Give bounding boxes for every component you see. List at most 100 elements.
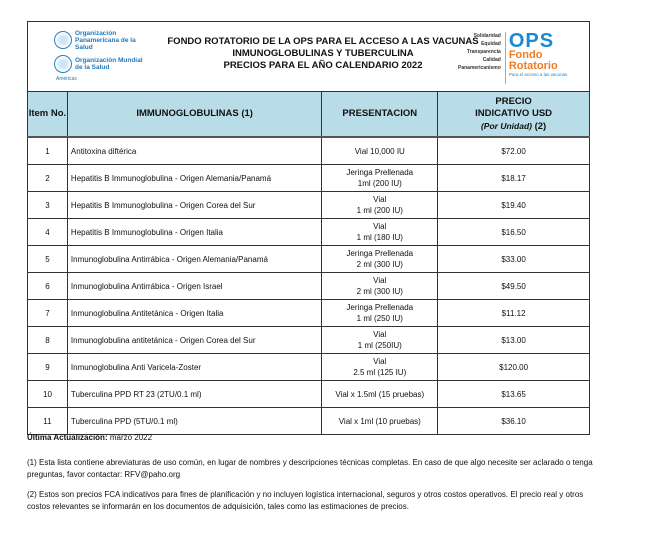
presentation-line: Vial [373, 195, 387, 204]
price-header: PRECIO INDICATIVO USD [475, 95, 553, 119]
table-row: 6 Inmunoglobulina Antirrábica - Origen I… [27, 272, 590, 300]
presentation-line: 1 ml (250 IU) [356, 314, 403, 323]
updated-label: Última Actualización: [27, 433, 108, 442]
title-line: INMUNOGLOBULINAS Y TUBERCULINA [232, 48, 414, 59]
value-text: Transparencia [466, 49, 501, 55]
value-text: Solidaridad [473, 33, 501, 39]
product-name: Hepatitis B Immunoglobulina - Origen Ale… [66, 164, 323, 192]
document-title: FONDO ROTATORIO DE LA OPS PARA EL ACCESO… [158, 36, 488, 72]
table-row: 5 Inmunoglobulina Antirrábica - Origen A… [27, 245, 590, 273]
presentation-line: 2 ml (300 IU) [356, 260, 403, 269]
price: $13.00 [437, 326, 590, 354]
product-name: Inmunoglobulina Antitetánica - Origen It… [66, 299, 323, 327]
presentation-line: 1 ml (180 IU) [356, 233, 403, 242]
presentation-line: 1 ml (250IU) [357, 341, 402, 350]
presentation: Jeringa Prellenada 2 ml (300 IU) [321, 245, 439, 273]
product-name: Inmunoglobulina antitetánica - Origen Co… [66, 326, 323, 354]
col-name: IMMUNOGLOBULINAS (1) [66, 91, 323, 138]
item-number: 5 [27, 245, 68, 273]
footnote-2: (2) Estos son precios FCA indicativos pa… [27, 490, 584, 511]
item-number: 11 [27, 407, 68, 435]
presentation: Vial 10,000 IU [321, 136, 439, 165]
presentation-line: Jeringa Prellenada [346, 168, 414, 177]
presentation: Vial 1 ml (180 IU) [321, 218, 439, 246]
col-price: PRECIO INDICATIVO USD (Por Unidad) (2) [437, 91, 590, 138]
item-number: 10 [27, 380, 68, 408]
presentation-line: Vial x 1.5ml (15 pruebas) [335, 389, 425, 399]
item-number: 4 [27, 218, 68, 246]
presentation-line: Vial x 1ml (10 pruebas) [338, 416, 421, 426]
presentation-line: Vial 10,000 IU [354, 146, 405, 156]
presentation: Vial 2 ml (300 IU) [321, 272, 439, 300]
presentation-line: Vial [373, 276, 387, 285]
presentation-line: Jeringa Prellenada [346, 303, 414, 312]
product-name: Inmunoglobulina Antirrábica - Origen Isr… [66, 272, 323, 300]
price: $11.12 [437, 299, 590, 327]
value-text: Equidad [481, 41, 501, 47]
item-number: 7 [27, 299, 68, 327]
presentation-line: Vial [373, 330, 387, 339]
ops-brand: OPS [508, 30, 555, 52]
presentation: Vial 1 ml (200 IU) [321, 191, 439, 219]
table-row: 3 Hepatitis B Immunoglobulina - Origen C… [27, 191, 590, 219]
table-row: 2 Hepatitis B Immunoglobulina - Origen A… [27, 164, 590, 192]
presentation: Vial x 1.5ml (15 pruebas) [321, 380, 439, 408]
price-subheader: (Por Unidad) [480, 120, 532, 131]
presentation-line: Vial [373, 357, 387, 366]
value-text: Panamericanismo [458, 65, 501, 71]
table-row: 8 Inmunoglobulina antitetánica - Origen … [27, 326, 590, 354]
presentation: Vial 2.5 ml (125 IU) [321, 353, 439, 381]
ops-fondo-rotatorio-logo: Solidaridad Equidad Transparencia Calida… [458, 30, 588, 84]
item-number: 8 [27, 326, 68, 354]
title-line: FONDO ROTATORIO DE LA OPS PARA EL ACCESO… [167, 36, 479, 47]
table-row: 10 Tuberculina PPD RT 23 (2TU/0.1 ml) Vi… [27, 380, 590, 408]
presentation: Jeringa Prellenada 1 ml (250 IU) [321, 299, 439, 327]
price: $18.17 [437, 164, 590, 192]
title-line: PRECIOS PARA EL AÑO CALENDARIO 2022 [223, 60, 423, 71]
item-number: 3 [27, 191, 68, 219]
price: $33.00 [437, 245, 590, 273]
product-name: Hepatitis B Immunoglobulina - Origen Ita… [66, 218, 323, 246]
col-presentation: PRESENTACION [321, 91, 439, 138]
price: $49.50 [437, 272, 590, 300]
document-header: Organización Panamericana de la Salud Or… [27, 21, 590, 91]
presentation-line: 2 ml (300 IU) [356, 287, 403, 296]
tagline: Para el acceso a las vacunas [508, 72, 568, 77]
presentation: Jeringa Prellenada 1ml (200 IU) [321, 164, 439, 192]
who-name: Organización Mundial de la Salud [75, 57, 143, 71]
table-row: 4 Hepatitis B Immunoglobulina - Origen I… [27, 218, 590, 246]
value-text: Calidad [482, 57, 501, 63]
price: $13.65 [437, 380, 590, 408]
item-number: 2 [27, 164, 68, 192]
price-note-ref: (2) [534, 120, 547, 132]
price: $36.10 [437, 407, 590, 435]
product-name: Tuberculina PPD RT 23 (2TU/0.1 ml) [66, 380, 323, 408]
item-number: 9 [27, 353, 68, 381]
last-updated: Última Actualización: marzo 2022 [27, 432, 597, 444]
price: $72.00 [437, 136, 590, 165]
presentation-line: 1 ml (200 IU) [356, 206, 403, 215]
fondo-name: Fondo Rotatorio [508, 49, 558, 72]
product-name: Tuberculina PPD (5TU/0.1 ml) [66, 407, 323, 435]
item-number: 6 [27, 272, 68, 300]
presentation-line: 2.5 ml (125 IU) [353, 368, 407, 377]
product-name: Inmunoglobulina Anti Varicela-Zoster [66, 353, 323, 381]
updated-value: marzo 2022 [107, 433, 153, 442]
presentation-line: 1ml (200 IU) [357, 179, 402, 188]
table-row: 9 Inmunoglobulina Anti Varicela-Zoster V… [27, 353, 590, 381]
table-row: 7 Inmunoglobulina Antitetánica - Origen … [27, 299, 590, 327]
paho-globe-icon [54, 31, 72, 49]
presentation-line: Vial [373, 222, 387, 231]
logo-values: Solidaridad Equidad Transparencia Calida… [458, 32, 506, 84]
price: $16.50 [437, 218, 590, 246]
who-emblem-icon [54, 55, 72, 73]
presentation: Vial x 1ml (10 pruebas) [321, 407, 439, 435]
paho-name: Organización Panamericana de la Salud [75, 29, 136, 51]
table-header-row: Item No. IMMUNOGLOBULINAS (1) PRESENTACI… [27, 91, 590, 138]
table-row: 11 Tuberculina PPD (5TU/0.1 ml) Vial x 1… [27, 407, 590, 435]
footnote-1: (1) Esta lista contiene abreviaturas de … [27, 458, 593, 479]
product-name: Inmunoglobulina Antirrábica - Origen Ale… [66, 245, 323, 273]
region-label: Américas [56, 76, 77, 82]
table-row: 1 Antitoxina diftérica Vial 10,000 IU $7… [27, 136, 590, 165]
price: $120.00 [437, 353, 590, 381]
